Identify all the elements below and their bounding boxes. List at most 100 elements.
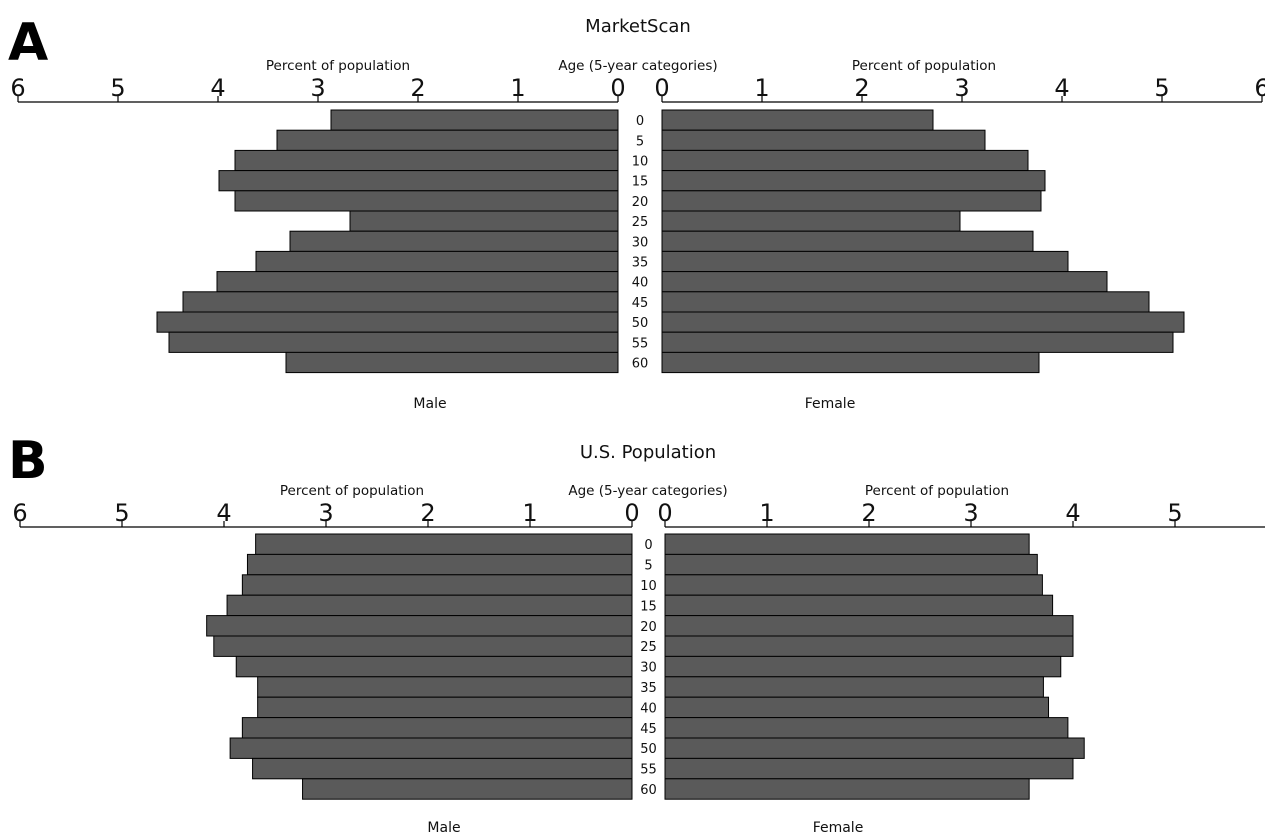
male-bar — [213, 635, 633, 657]
x-tick-label: 4 — [1065, 499, 1080, 527]
male-label: Male — [427, 820, 460, 833]
age-category-label: 40 — [632, 276, 649, 291]
age-category-label: 15 — [632, 175, 649, 190]
panel-a: A MarketScan Percent of population Age (… — [8, 13, 1265, 412]
female-bar — [661, 271, 1108, 293]
right-axis-label: Percent of population — [852, 58, 996, 74]
x-tick-label: 0 — [624, 499, 639, 527]
female-bar — [661, 250, 1069, 273]
male-bar — [255, 250, 619, 273]
age-category-label: 5 — [644, 559, 652, 574]
age-category-label: 30 — [632, 235, 649, 250]
female-label: Female — [813, 820, 864, 833]
female-bar — [664, 553, 1038, 576]
male-bar — [168, 331, 619, 353]
female-bar — [661, 291, 1150, 313]
x-tick-label: 6 — [10, 74, 25, 102]
male-bar — [234, 149, 619, 172]
female-bar — [664, 717, 1069, 739]
x-tick-label: 1 — [522, 499, 537, 527]
male-bar — [235, 655, 633, 678]
x-tick-label: 4 — [1054, 74, 1069, 102]
x-tick-label: 2 — [861, 499, 876, 527]
age-category-label: 25 — [640, 640, 657, 655]
x-tick-label: 5 — [1167, 499, 1182, 527]
female-label: Female — [805, 396, 856, 412]
x-tick-label: 1 — [510, 74, 525, 102]
male-bar — [285, 351, 619, 374]
x-tick-label: 3 — [954, 74, 969, 102]
age-category-label: 55 — [632, 336, 649, 351]
female-bar — [661, 170, 1046, 192]
center-axis-label: Age (5-year categories) — [558, 58, 717, 74]
female-bar — [664, 655, 1062, 678]
female-bar — [664, 533, 1030, 555]
male-bar — [182, 291, 619, 313]
age-category-label: 50 — [632, 316, 649, 331]
male-bar — [216, 271, 619, 293]
female-bar — [661, 109, 934, 131]
female-bar — [664, 676, 1044, 698]
left-axis-label: Percent of population — [280, 483, 424, 499]
x-tick-label: 0 — [657, 499, 672, 527]
age-category-label: 25 — [632, 215, 649, 230]
x-tick-label: 1 — [759, 499, 774, 527]
female-bar — [661, 190, 1042, 212]
age-category-label: 20 — [640, 620, 657, 635]
panel-letter: B — [8, 431, 48, 491]
male-bar — [302, 778, 633, 800]
x-tick-label: 4 — [216, 499, 231, 527]
male-bar — [330, 109, 619, 131]
x-tick-label: 3 — [318, 499, 333, 527]
age-category-label: 10 — [640, 579, 657, 594]
right-axis-label: Percent of population — [865, 483, 1009, 499]
x-tick-label: 5 — [110, 74, 125, 102]
female-bar — [664, 778, 1030, 800]
male-bar — [218, 170, 619, 192]
chart-title: MarketScan — [585, 16, 691, 37]
age-category-label: 30 — [640, 661, 657, 676]
age-category-label: 55 — [640, 763, 657, 778]
age-category-label: 15 — [640, 599, 657, 614]
age-category-label: 35 — [632, 256, 649, 271]
male-bar — [241, 574, 633, 596]
male-bar — [246, 553, 633, 576]
panel-letter: A — [8, 13, 48, 73]
age-category-label: 20 — [632, 195, 649, 210]
male-bar — [289, 230, 619, 252]
x-tick-label: 2 — [420, 499, 435, 527]
x-tick-label: 2 — [410, 74, 425, 102]
female-bar — [661, 129, 986, 151]
female-bar — [664, 615, 1074, 637]
age-category-label: 40 — [640, 701, 657, 716]
female-bar — [664, 594, 1054, 617]
x-tick-label: 0 — [654, 74, 669, 102]
age-category-label: 5 — [636, 134, 644, 149]
female-bar — [661, 210, 961, 232]
x-tick-label: 3 — [310, 74, 325, 102]
age-category-label: 0 — [644, 538, 652, 553]
x-tick-label: 5 — [1154, 74, 1169, 102]
male-bar — [257, 676, 633, 698]
male-bar — [226, 594, 633, 617]
x-tick-label: 4 — [210, 74, 225, 102]
panel-b: B U.S. Population Percent of population … — [8, 431, 1265, 833]
female-bar — [664, 757, 1074, 780]
age-category-label: 60 — [632, 357, 649, 372]
x-tick-label: 5 — [114, 499, 129, 527]
left-axis-label: Percent of population — [266, 58, 410, 74]
male-bar — [241, 717, 633, 739]
female-bar — [664, 737, 1085, 759]
age-category-label: 45 — [640, 722, 657, 737]
male-bar — [229, 737, 633, 759]
x-tick-label: 3 — [963, 499, 978, 527]
age-category-label: 45 — [632, 296, 649, 311]
age-category-label: 0 — [636, 114, 644, 129]
x-tick-label: 6 — [1254, 74, 1265, 102]
male-bar — [276, 129, 619, 151]
female-bar — [661, 311, 1185, 333]
male-bar — [255, 533, 633, 555]
female-bar — [664, 574, 1043, 596]
female-bar — [664, 635, 1074, 657]
